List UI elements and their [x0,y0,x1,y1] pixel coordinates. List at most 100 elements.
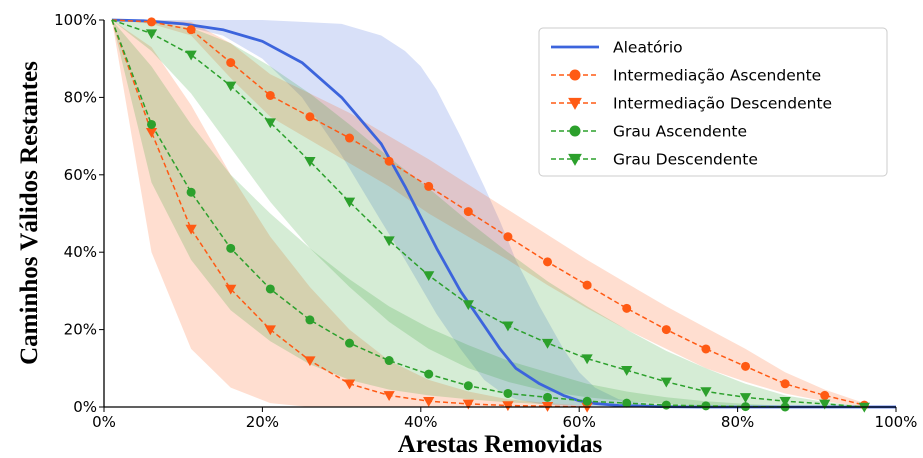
point-grau-descendente [145,29,158,40]
point-intermediacao-ascendente [622,303,632,313]
x-tick-label: 0% [92,413,116,431]
point-intermediacao-ascendente [661,325,671,335]
point-intermediacao-ascendente [820,390,830,400]
point-grau-descendente [739,393,752,403]
point-grau-descendente [423,271,435,282]
point-grau-ascendente [265,284,275,294]
legend-label-aleatorio: Aleatório [613,39,683,57]
x-axis-title: Arestas Removidas [398,431,603,458]
point-intermediacao-descendente [343,379,356,390]
point-intermediacao-ascendente [463,207,473,217]
point-intermediacao-descendente [185,224,197,235]
point-intermediacao-ascendente [424,181,434,191]
band-intermediacao-descendente [111,20,588,407]
y-axis-title: Caminhos Válidos Restantes [16,61,43,365]
point-grau-descendente [819,399,831,410]
point-intermediacao-descendente [462,399,474,410]
point-intermediacao-ascendente [186,25,196,35]
point-grau-descendente [660,377,672,388]
point-grau-descendente [700,387,712,398]
point-intermediacao-descendente [423,396,435,407]
point-grau-ascendente [582,396,592,406]
point-grau-descendente [502,321,514,332]
legend-marker-intermediacao-ascendente [569,69,581,81]
point-grau-descendente [858,402,870,413]
point-grau-descendente [621,366,633,376]
point-grau-descendente [185,50,197,61]
x-ticks: 0% 20% 40% 60% 80% 100% [92,407,917,431]
y-ticks: 0% 20% 40% 60% 80% 100% [54,11,104,416]
point-intermediacao-descendente [581,402,593,413]
legend-label-intermediacao-ascendente: Intermediação Ascendente [613,67,821,85]
y-tick-label: 0% [73,398,97,416]
point-grau-ascendente [622,398,632,408]
band-grau-descendente [111,20,865,407]
band-grau-ascendente [111,20,786,407]
legend: Aleatório Intermediação Ascendente Interme… [538,27,888,177]
point-grau-ascendente [345,338,355,348]
confidence-bands [111,20,896,407]
point-intermediacao-ascendente [582,280,592,290]
legend-marker-grau-ascendente [569,125,581,137]
y-tick-label: 20% [64,321,97,339]
band-aleatorio [111,20,896,407]
y-tick-label: 100% [54,11,97,29]
line-intermediacao-ascendente [111,19,865,406]
point-grau-ascendente [186,187,196,197]
point-grau-ascendente [384,356,394,366]
legend-marker-intermediacao-descendente [568,97,582,110]
point-grau-ascendente [305,315,315,325]
point-grau-ascendente [226,243,236,253]
point-grau-ascendente [701,401,711,411]
point-grau-descendente [541,338,554,349]
point-intermediacao-ascendente [147,17,157,27]
y-tick-label: 80% [64,88,97,106]
legend-label-grau-descendente: Grau Descendente [613,151,758,169]
point-intermediacao-ascendente [543,257,553,267]
point-intermediacao-descendente [502,401,514,412]
point-intermediacao-ascendente [780,379,790,389]
point-grau-descendente [462,300,474,311]
point-intermediacao-ascendente [741,361,751,371]
point-grau-ascendente [424,369,434,379]
point-intermediacao-descendente [145,128,158,138]
point-grau-descendente [383,236,395,247]
plot-frame [103,20,896,408]
point-grau-ascendente [463,381,473,391]
point-intermediacao-ascendente [503,232,513,242]
point-grau-descendente [304,157,316,167]
point-intermediacao-ascendente [305,112,315,122]
x-tick-label: 100% [875,413,918,431]
point-grau-ascendente [543,392,553,402]
point-grau-ascendente [661,400,671,410]
point-grau-descendente [264,118,276,129]
legend-box [538,27,888,177]
x-tick-label: 60% [563,413,596,431]
band-intermediacao-ascendente [111,20,865,407]
point-grau-ascendente [503,388,513,398]
x-tick-label: 20% [246,413,279,431]
y-tick-label: 40% [64,243,97,261]
point-intermediacao-descendente [304,356,316,367]
point-intermediacao-ascendente [226,58,236,68]
point-grau-descendente [779,396,791,407]
point-grau-ascendente [147,119,157,129]
x-tick-label: 80% [721,413,754,431]
line-grau-descendente [111,19,865,408]
point-intermediacao-ascendente [701,344,711,354]
x-tick-label: 40% [404,413,437,431]
legend-label-intermediacao-descendente: Intermediação Descendente [613,95,832,113]
y-tick-label: 60% [64,166,97,184]
point-intermediacao-descendente [264,325,276,336]
point-intermediacao-ascendente [384,156,394,166]
point-intermediacao-descendente [383,391,395,402]
point-intermediacao-ascendente [345,133,355,143]
point-grau-descendente [581,354,593,365]
point-intermediacao-ascendente [265,90,275,100]
point-intermediacao-descendente [225,284,237,295]
legend-marker-grau-descendente [568,153,582,166]
point-grau-descendente [343,197,356,208]
point-grau-descendente [225,81,237,92]
legend-label-grau-ascendente: Grau Ascendente [613,123,747,141]
